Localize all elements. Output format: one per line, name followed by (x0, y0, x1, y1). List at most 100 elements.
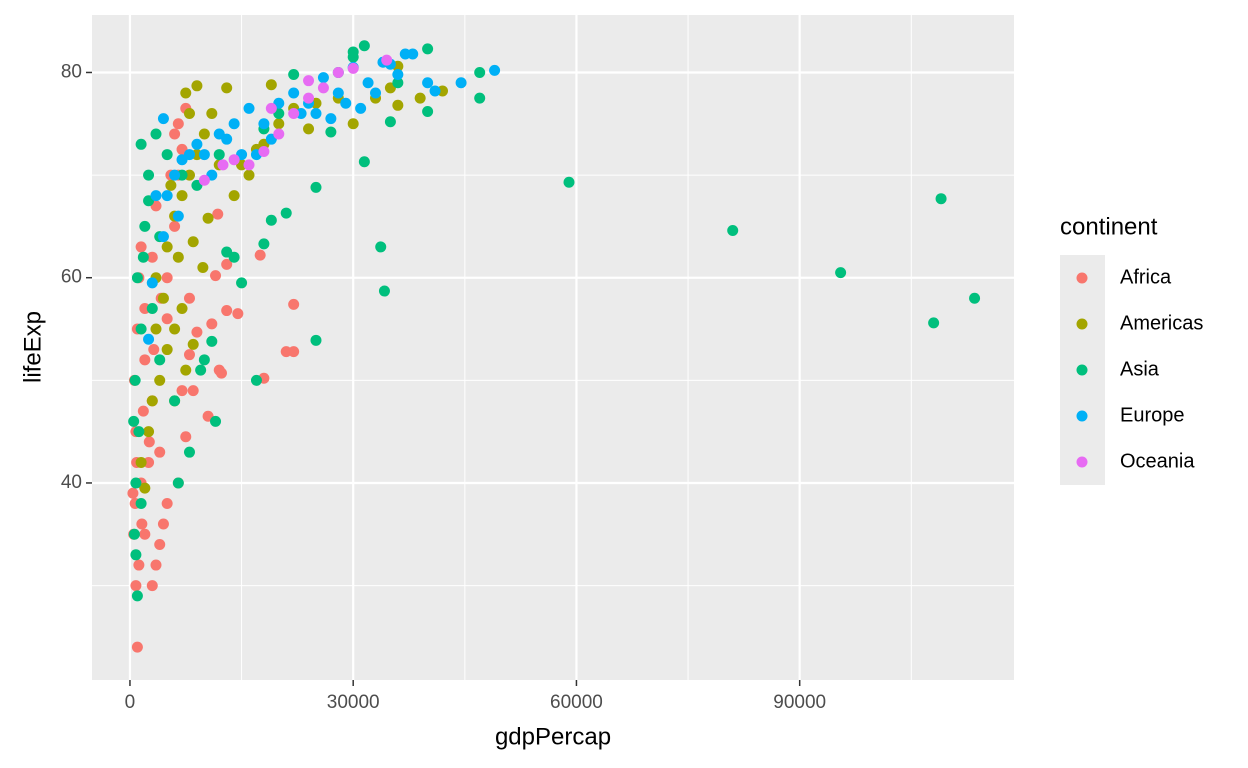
point (157, 292, 169, 304)
point (172, 477, 184, 489)
point (288, 87, 300, 99)
point (213, 149, 225, 161)
point (310, 108, 322, 120)
y-tick-label: 60 (61, 267, 82, 288)
point (303, 123, 315, 135)
point (935, 193, 947, 205)
point (928, 317, 940, 329)
point (143, 436, 155, 448)
x-tick-label: 60000 (550, 692, 603, 713)
point (172, 210, 184, 222)
point (210, 270, 222, 282)
point (187, 236, 199, 248)
point (150, 559, 162, 571)
point (414, 92, 426, 104)
point (332, 87, 344, 99)
point (131, 641, 143, 653)
point (146, 277, 158, 289)
point (183, 292, 195, 304)
y-axis-label: lifeExp (19, 311, 46, 383)
point (198, 149, 210, 161)
point (176, 385, 188, 397)
point (143, 169, 155, 181)
point (265, 79, 277, 91)
point (243, 159, 255, 171)
point (407, 48, 419, 60)
point (317, 82, 329, 94)
point (161, 190, 173, 202)
point (137, 251, 149, 263)
point (150, 128, 162, 140)
point (191, 138, 203, 150)
point (154, 354, 166, 366)
legend-key (1076, 456, 1088, 468)
point (347, 62, 359, 74)
point (139, 482, 151, 494)
point (228, 154, 240, 166)
point (191, 80, 203, 92)
point (347, 118, 359, 130)
point (835, 267, 847, 279)
point (161, 313, 173, 325)
point (172, 118, 184, 130)
point (180, 364, 192, 376)
point (139, 528, 151, 540)
point (180, 431, 192, 443)
point (288, 69, 300, 81)
point (146, 303, 158, 315)
point (183, 108, 195, 120)
point (392, 69, 404, 81)
point (243, 169, 255, 181)
point (250, 374, 262, 386)
y-tick-label: 40 (61, 472, 82, 493)
point (169, 220, 181, 232)
point (161, 272, 173, 284)
point (148, 344, 160, 356)
point (340, 97, 352, 109)
point (128, 528, 140, 540)
point (137, 405, 149, 417)
point (375, 241, 387, 253)
point (146, 580, 158, 592)
point (130, 477, 142, 489)
point (129, 374, 141, 386)
point (288, 108, 300, 120)
point (202, 212, 214, 224)
point (265, 214, 277, 226)
point (198, 354, 210, 366)
point (161, 241, 173, 253)
point (303, 75, 315, 87)
point (370, 87, 382, 99)
point (183, 149, 195, 161)
point (135, 497, 147, 509)
point (191, 326, 203, 338)
point (392, 99, 404, 111)
point (131, 590, 143, 602)
point (169, 395, 181, 407)
point (378, 285, 390, 297)
legend-title: continent (1060, 213, 1158, 240)
legend-label: Oceania (1120, 450, 1195, 472)
point (172, 251, 184, 263)
point (303, 92, 315, 104)
point (130, 549, 142, 561)
point (265, 102, 277, 114)
point (228, 251, 240, 263)
point (310, 334, 322, 346)
point (161, 497, 173, 509)
point (206, 108, 218, 120)
point (212, 208, 224, 220)
x-tick-label: 0 (125, 692, 136, 713)
point (135, 241, 147, 253)
point (135, 138, 147, 150)
point (165, 179, 177, 191)
point (355, 102, 367, 114)
point (187, 385, 199, 397)
point (210, 415, 222, 427)
point (146, 251, 158, 263)
point (143, 333, 155, 345)
point (206, 318, 218, 330)
point (228, 190, 240, 202)
point (236, 277, 248, 289)
